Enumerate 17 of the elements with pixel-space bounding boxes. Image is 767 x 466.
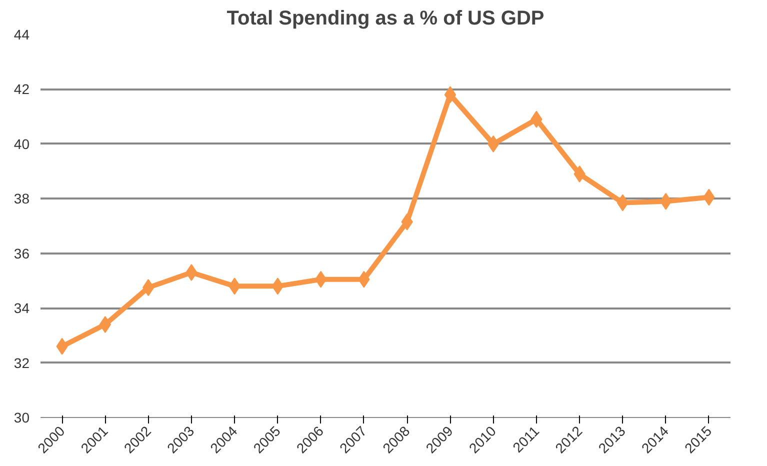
point: [142, 279, 154, 296]
point: [314, 270, 327, 288]
y-tick-label: 38: [14, 190, 30, 207]
y-tick-label: 30: [14, 410, 30, 426]
point: [272, 278, 284, 295]
point: [660, 192, 672, 210]
y-tick-label: 34: [14, 300, 30, 316]
y-tick-label: 44: [14, 26, 30, 42]
y-tick-label: 32: [14, 354, 30, 371]
y-tick-label: 40: [14, 136, 30, 152]
point: [487, 135, 500, 152]
point: [444, 86, 456, 104]
chart-title: Total Spending as a % of US GDP: [226, 8, 544, 30]
y-tick-label: 42: [14, 81, 30, 98]
point: [99, 316, 112, 333]
point: [616, 194, 629, 212]
y-tick-label: 36: [14, 245, 30, 262]
